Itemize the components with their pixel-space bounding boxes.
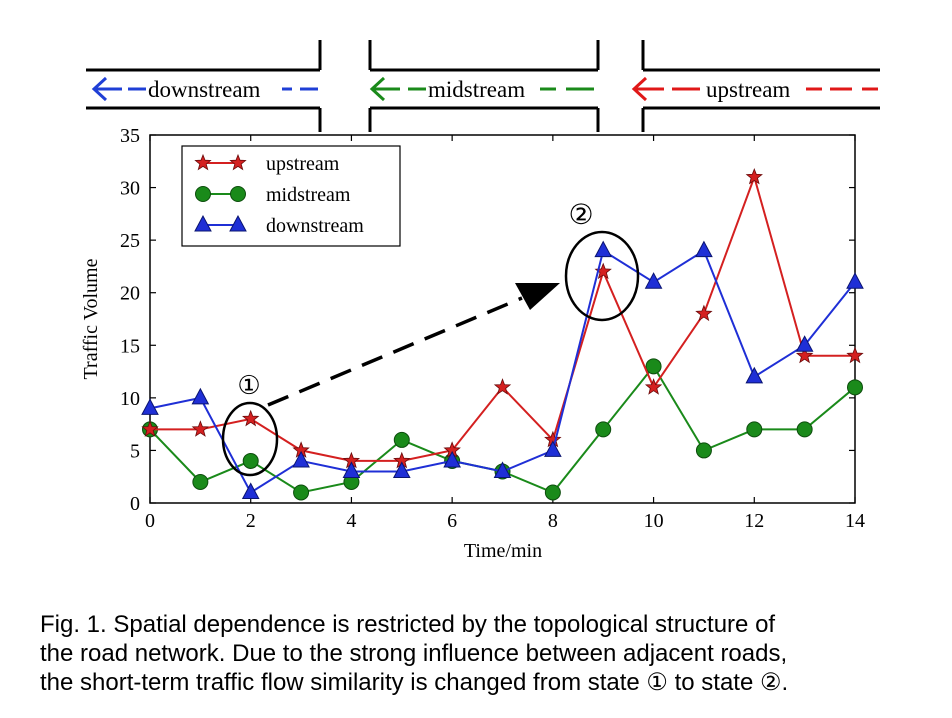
- figure-caption: Fig. 1. Spatial dependence is restricted…: [40, 610, 940, 697]
- upstream-point: [493, 378, 512, 395]
- y-axis: 0 5 10 15 20 25 30 35: [120, 125, 855, 515]
- y-tick-label: 20: [120, 283, 140, 305]
- downstream-point: [392, 461, 411, 478]
- y-tick-label: 5: [130, 440, 140, 462]
- x-tick-label: 12: [744, 510, 764, 532]
- legend-marker: [194, 214, 212, 232]
- plot-frame: [149, 134, 856, 504]
- upstream-point: [594, 262, 612, 280]
- y-tick-label: 10: [120, 388, 140, 410]
- upstream-series: [141, 167, 864, 469]
- legend: upstream midstream downstream: [181, 145, 401, 247]
- upstream-point: [745, 167, 763, 185]
- y-tick-label: 15: [120, 335, 140, 357]
- downstream-arrow: [91, 76, 318, 102]
- downstream-point: [141, 398, 159, 415]
- y-tick-label: 30: [120, 178, 140, 200]
- upstream-point: [242, 409, 260, 427]
- downstream-point: [342, 461, 361, 478]
- downstream-point: [594, 240, 613, 258]
- x-tick-label: 6: [447, 510, 457, 532]
- x-tick-label: 2: [246, 510, 256, 532]
- upstream-point: [191, 420, 210, 437]
- midstream-arrow: [369, 76, 594, 102]
- x-tick-label: 0: [145, 510, 155, 532]
- upstream-point: [644, 378, 663, 395]
- downstream-point: [191, 387, 210, 405]
- upstream-point: [141, 420, 159, 437]
- legend-entry-midstream: midstream: [195, 184, 351, 206]
- upstream-point: [846, 346, 864, 364]
- downstream-point: [795, 335, 814, 352]
- legend-marker: [195, 186, 211, 202]
- midstream-point: [746, 421, 763, 438]
- downstream-point: [745, 366, 764, 384]
- y-tick-label: 0: [130, 493, 140, 515]
- midstream-point: [242, 452, 259, 469]
- state-1-ellipse: [221, 401, 279, 477]
- downstream-point: [644, 272, 663, 289]
- downstream-point: [292, 450, 310, 468]
- state-transition-arrow-shaft: [267, 296, 523, 407]
- downstream-point: [493, 461, 512, 478]
- x-tick-label: 4: [346, 510, 356, 532]
- legend-label: midstream: [266, 184, 351, 206]
- midstream-point: [847, 379, 863, 396]
- legend-entry-upstream: upstream: [194, 153, 340, 175]
- x-axis-label: Time/min: [464, 540, 542, 562]
- x-tick-label: 10: [644, 510, 664, 532]
- y-tick-label: 25: [120, 230, 140, 252]
- state-2-ellipse: [564, 230, 640, 322]
- x-tick-label: 14: [845, 510, 865, 532]
- state-1-label: ①: [237, 371, 260, 401]
- midstream-road-label: midstream: [428, 77, 525, 102]
- midstream-point: [192, 473, 209, 490]
- downstream-road-label: downstream: [148, 77, 261, 102]
- caption-line: Fig. 1. Spatial dependence is restricted…: [40, 611, 776, 638]
- downstream-point: [241, 482, 260, 499]
- state-annotations: ① ②: [221, 198, 640, 477]
- legend-marker: [229, 153, 247, 171]
- upstream-arrow: [631, 76, 878, 102]
- midstream-point: [293, 484, 310, 501]
- midstream-point: [695, 442, 712, 459]
- figure: downstream midstream upstream 0510152025…: [80, 40, 880, 562]
- upstream-road-label: upstream: [706, 77, 790, 102]
- downstream-series: [141, 240, 864, 499]
- line-chart: 0 5 10 15 20 25 30 35 0 2 4 6 8 10 12 14 Traffic Volum…: [80, 125, 865, 562]
- caption-line: the road network. Due to the strong infl…: [40, 640, 788, 667]
- legend-label: downstream: [266, 215, 364, 237]
- midstream-point: [544, 484, 561, 501]
- legend-entry-downstream: downstream: [194, 214, 364, 237]
- x-axis: 0 2 4 6 8 10 12 14: [145, 135, 865, 532]
- road-schematic: [86, 40, 880, 132]
- legend-marker: [230, 186, 246, 202]
- legend-marker: [194, 153, 212, 171]
- y-tick-label: 35: [120, 125, 140, 147]
- downstream-point: [846, 272, 864, 289]
- state-transition-arrowhead: [515, 283, 560, 310]
- downstream-point: [443, 450, 461, 468]
- midstream-point: [645, 358, 662, 375]
- midstream-point: [796, 421, 813, 438]
- caption-line: the short-term traffic flow similarity i…: [40, 669, 789, 696]
- midstream-point: [393, 431, 410, 448]
- upstream-point: [695, 304, 713, 322]
- state-2-label: ②: [568, 198, 593, 231]
- y-axis-label: Traffic Volume: [80, 258, 102, 379]
- x-tick-label: 8: [548, 510, 558, 532]
- midstream-point: [595, 421, 612, 438]
- legend-marker: [229, 214, 247, 232]
- downstream-point: [544, 440, 562, 457]
- series-layer: [141, 167, 864, 501]
- legend-label: upstream: [266, 153, 340, 175]
- upstream-point: [795, 346, 814, 364]
- downstream-point: [695, 240, 713, 258]
